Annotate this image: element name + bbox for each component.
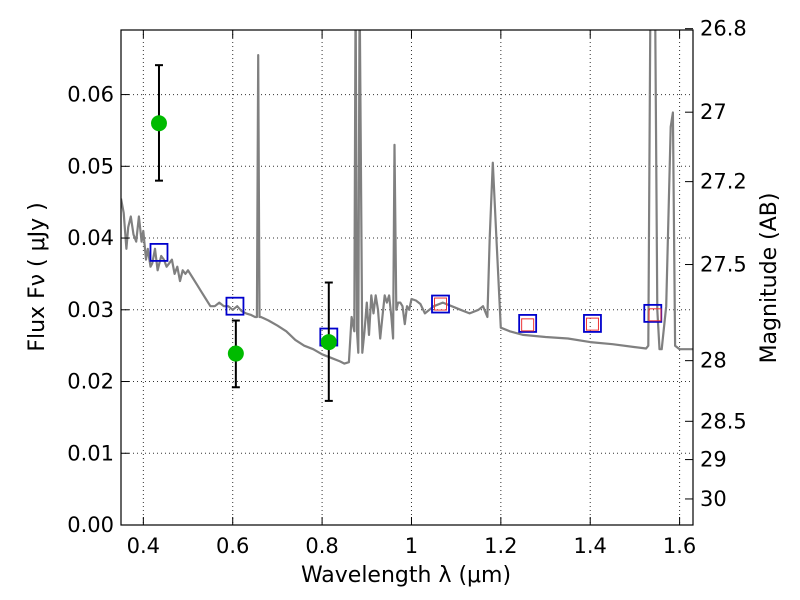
x-tick-label: 1.6 xyxy=(663,534,696,558)
model-photometry-square xyxy=(583,314,602,333)
upper-limit-square xyxy=(648,308,662,322)
model-photometry-square xyxy=(431,294,450,314)
y-axis-label: Flux Fν ( μJy ) xyxy=(25,202,50,351)
axes: 0.4 0.6 0.8 1 1.2 1.4 1.6 0.00 0.01 0.02 0.03 0.04 0… xyxy=(67,17,747,558)
y-tick-label: 0.05 xyxy=(67,154,114,178)
x-tick-label: 0.8 xyxy=(305,534,338,558)
upper-limit-square xyxy=(585,317,599,331)
observed-point xyxy=(320,334,337,351)
y-tick-label: 0.04 xyxy=(67,226,114,250)
observed-point xyxy=(227,345,244,362)
y-tick-label: 0.00 xyxy=(67,513,114,537)
plot-frame xyxy=(120,29,694,526)
model-photometry-square xyxy=(149,242,169,262)
x-axis-label: Wavelength λ (μm) xyxy=(301,563,511,588)
x-tick-label: 1.2 xyxy=(484,534,517,558)
y-tick-label: 0.03 xyxy=(67,298,114,322)
y-tick-label: 0.06 xyxy=(67,83,114,107)
mag-tick-label: 27 xyxy=(700,100,727,124)
y-axis-label-right: Magnitude (AB) xyxy=(757,193,782,364)
mag-tick-label: 29 xyxy=(700,448,727,472)
mag-tick-label: 28 xyxy=(700,349,727,373)
mag-tick-label: 28.5 xyxy=(700,409,747,433)
mag-tick-label: 30 xyxy=(700,487,727,511)
model-photometry-square xyxy=(225,296,245,316)
mag-tick-label: 27.2 xyxy=(700,170,747,194)
upper-limit-square xyxy=(434,297,448,311)
grid xyxy=(121,30,693,525)
model-photometry-square xyxy=(518,314,538,333)
observed-point xyxy=(150,115,167,132)
x-tick-label: 1 xyxy=(405,534,418,558)
x-tick-label: 1.4 xyxy=(574,534,607,558)
y-tick-label: 0.01 xyxy=(67,441,114,465)
x-tick-label: 0.6 xyxy=(216,534,249,558)
upper-limit-square xyxy=(521,318,535,332)
mag-tick-label: 26.8 xyxy=(700,17,747,41)
x-tick-label: 0.4 xyxy=(127,534,160,558)
model-spectrum-line xyxy=(121,30,693,365)
plot-area xyxy=(121,30,693,402)
mag-tick-label: 27.5 xyxy=(700,253,747,277)
y-tick-label: 0.02 xyxy=(67,370,114,394)
